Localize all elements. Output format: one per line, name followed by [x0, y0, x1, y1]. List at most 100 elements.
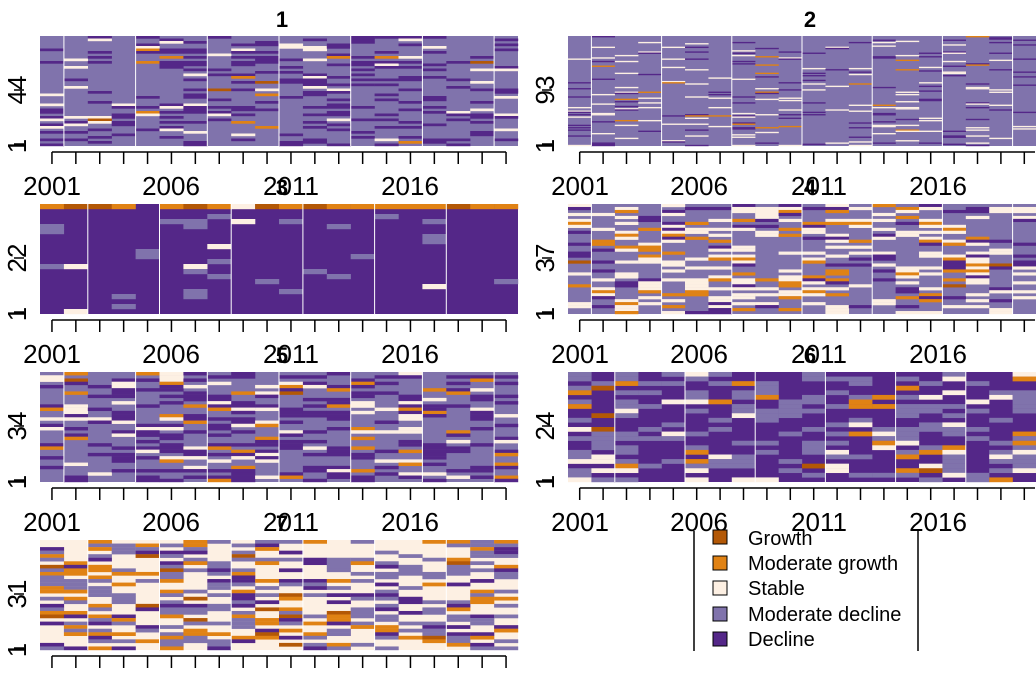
heatmap-cell — [919, 117, 943, 119]
heatmap-cell — [255, 607, 280, 612]
heatmap-cell — [872, 86, 896, 89]
heatmap-cell — [255, 452, 280, 457]
heatmap-cell — [731, 293, 756, 297]
heatmap-cell — [802, 230, 826, 234]
heatmap-cell — [279, 596, 304, 601]
heatmap-cell — [374, 83, 399, 87]
heatmap-cell — [965, 477, 990, 483]
heatmap-cell — [446, 607, 471, 612]
heatmap-cell — [568, 114, 592, 116]
heatmap-cell — [778, 413, 803, 419]
heatmap-cell — [255, 459, 280, 463]
heatmap-cell — [568, 251, 592, 255]
heatmap-cell — [919, 477, 943, 483]
heatmap-cell — [614, 281, 639, 285]
heatmap-cell — [135, 111, 160, 114]
heatmap-cell — [895, 404, 920, 409]
heatmap-cell — [825, 454, 849, 460]
heatmap-cell — [183, 446, 208, 450]
heatmap-cell — [731, 224, 756, 228]
heatmap-cell — [135, 543, 160, 548]
heatmap-cell — [1012, 218, 1036, 223]
heatmap-cell — [965, 144, 990, 147]
heatmap-cell — [661, 46, 686, 49]
heatmap-cell — [872, 39, 896, 41]
heatmap-cell — [1012, 254, 1036, 258]
heatmap-cell — [422, 404, 447, 408]
heatmap-cell — [802, 408, 826, 414]
heatmap-cell — [422, 36, 447, 39]
heatmap-cell — [207, 73, 232, 77]
heatmap-cell — [135, 249, 160, 255]
heatmap-cell — [685, 290, 709, 294]
heatmap-cell — [802, 257, 826, 261]
heatmap-cell — [63, 589, 88, 594]
heatmap-cell — [942, 242, 966, 246]
heatmap-cell — [183, 596, 208, 601]
heatmap-cell — [1012, 215, 1036, 220]
heatmap-cell — [989, 263, 1013, 267]
heatmap-cell — [159, 443, 184, 447]
heatmap-cell — [159, 401, 184, 405]
heatmap-cell — [825, 431, 849, 437]
heatmap-cell — [231, 61, 256, 64]
heatmap-cell — [755, 131, 779, 134]
heatmap-cell — [255, 41, 280, 44]
heatmap-cell — [661, 459, 686, 464]
heatmap-cell — [848, 122, 873, 124]
x-tick-label: 2006 — [670, 171, 728, 201]
heatmap-cell — [494, 478, 519, 483]
heatmap-cell — [231, 76, 256, 79]
heatmap-cell — [591, 454, 615, 460]
heatmap-cell — [895, 129, 920, 131]
heatmap-cell — [159, 128, 184, 132]
heatmap-cell — [63, 571, 88, 576]
heatmap-cell — [63, 475, 88, 479]
heatmap-cell — [755, 127, 779, 129]
heatmap-cell — [231, 108, 256, 112]
heatmap-cell — [374, 430, 399, 434]
heatmap-cell — [989, 69, 1013, 71]
heatmap-cell — [63, 381, 88, 386]
heatmap-cell — [848, 71, 873, 73]
heatmap-cell — [494, 462, 519, 467]
heatmap-cell — [446, 391, 471, 395]
heatmap-cell — [87, 204, 112, 210]
heatmap-cell — [591, 60, 615, 63]
heatmap-cell — [802, 372, 826, 377]
heatmap-cell — [708, 417, 732, 423]
heatmap-cell — [568, 111, 592, 114]
heatmap-cell — [731, 278, 756, 282]
heatmap-cell — [942, 260, 966, 264]
heatmap-cell — [778, 275, 803, 279]
heatmap-cell — [614, 311, 639, 315]
heatmap-cell — [685, 115, 709, 117]
heatmap-cell — [398, 88, 423, 92]
heatmap-cell — [778, 399, 803, 405]
heatmap-cell — [1012, 206, 1036, 211]
heatmap-cell — [207, 607, 232, 612]
heatmap-cell — [279, 78, 304, 82]
heatmap-cell — [802, 463, 826, 469]
heatmap-cell — [231, 600, 256, 605]
heatmap-cell — [446, 381, 471, 386]
heatmap-cell — [942, 454, 966, 460]
heatmap-cell — [326, 224, 351, 230]
heatmap-cell — [326, 557, 351, 562]
x-tick-label: 2001 — [551, 339, 609, 369]
heatmap-cell — [231, 550, 256, 555]
heatmap-cell — [614, 413, 639, 419]
heatmap-cell — [919, 236, 943, 240]
heatmap-cell — [872, 404, 896, 409]
heatmap-cell — [135, 628, 160, 633]
heatmap-cell — [207, 98, 232, 102]
heatmap-cell — [1012, 209, 1036, 214]
heatmap-cell — [111, 113, 136, 117]
heatmap-cell — [708, 97, 732, 99]
heatmap-cell — [731, 204, 756, 208]
heatmap-cell — [731, 123, 756, 125]
panel-4: 4 1 37 2001 2006 2011 2016 — [530, 175, 1036, 369]
heatmap-cell — [1012, 272, 1036, 276]
heatmap-cell — [63, 264, 88, 270]
x-tick-label: 2016 — [381, 339, 439, 369]
